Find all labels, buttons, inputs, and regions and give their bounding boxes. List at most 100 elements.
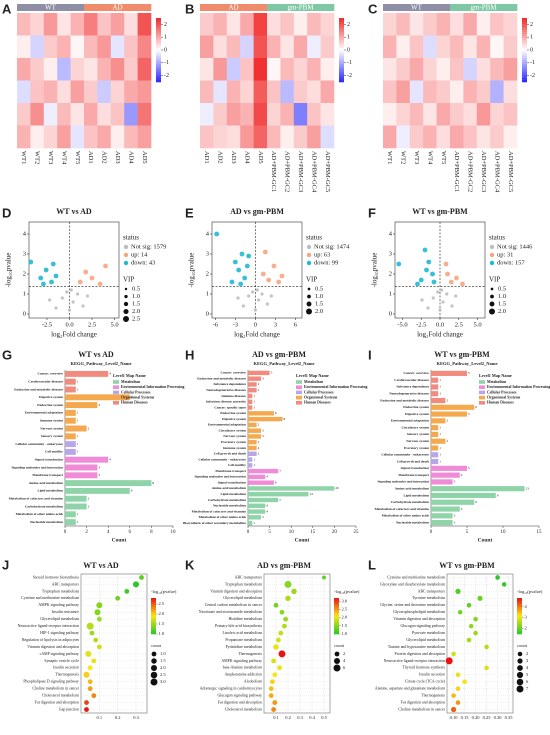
bar — [248, 451, 257, 456]
heatmap-cell — [84, 80, 98, 104]
group-bar — [396, 4, 411, 11]
colorbar-label: 3.0 — [342, 598, 348, 603]
dot — [455, 686, 461, 691]
point — [28, 259, 34, 265]
size-legend-label: 2 — [526, 651, 528, 656]
heatmap-cell — [17, 125, 31, 149]
dot — [277, 665, 283, 671]
bar — [65, 519, 76, 526]
size-legend-label: 2.5 — [132, 315, 140, 322]
y-axis-label: -log₁₀pvalue — [188, 253, 196, 288]
colorbar-label: 2.0 — [159, 611, 165, 616]
x-tick-label: 0.2 — [115, 715, 121, 720]
panel-subtitle: KEGG_Pathway_Level2_Name — [71, 361, 132, 366]
colorbar-step — [339, 56, 344, 59]
category-label: Tryptophan metabolism — [42, 589, 79, 593]
dot — [87, 679, 93, 685]
bar — [431, 472, 460, 478]
legend-swatch — [479, 395, 485, 400]
size-legend-mark — [123, 316, 129, 322]
heatmap-cell — [436, 103, 451, 126]
category-label: Amino acid metabolism — [29, 481, 63, 485]
x-tick-label: 0.30 — [494, 715, 503, 720]
value-label: 7 — [279, 469, 281, 473]
bar — [65, 425, 87, 432]
category-label: Endocrine system — [37, 403, 63, 407]
category-label: Digestive system — [222, 417, 246, 421]
legend-label: Human Diseases — [121, 401, 148, 405]
colorbar-step — [334, 598, 339, 600]
heatmap-cell — [70, 103, 85, 126]
legend-swatch — [123, 244, 129, 250]
point — [454, 275, 459, 281]
colorbar-step — [156, 40, 161, 43]
value-label: 1 — [253, 463, 255, 467]
x-tick-label: 0 — [430, 530, 433, 535]
category-label: Regulation of lipolysis in adipocytes — [22, 638, 80, 642]
heatmap-cell — [320, 125, 335, 149]
colorbar-step — [339, 58, 344, 61]
heatmap-cell — [320, 80, 335, 104]
bar — [65, 402, 98, 409]
colorbar-step — [517, 608, 522, 611]
colorbar-step — [151, 619, 156, 621]
heatmap-cell — [124, 103, 138, 126]
category-label: Citrate cycle (TCA cycle) — [405, 680, 446, 684]
value-label: 2 — [258, 440, 260, 444]
colorbar-step — [156, 54, 161, 57]
colorbar-step — [334, 611, 339, 614]
heatmap-cell — [110, 13, 125, 36]
category-label: Glycine, serine and threonine metabolism — [380, 603, 445, 608]
colorbar-step — [339, 64, 344, 67]
colorbar-step — [522, 52, 527, 55]
bar — [248, 382, 257, 387]
colorbar-step — [151, 629, 156, 632]
plot-frame — [446, 573, 514, 714]
point — [422, 247, 428, 253]
bar — [431, 465, 467, 471]
category-label: Choline metabolism in cancer — [398, 707, 445, 711]
legend-label: Cellular Processes — [304, 390, 334, 394]
x-tick-label: 5 — [466, 530, 469, 535]
heatmap-cell — [84, 103, 98, 126]
x-tick-label: 0.2 — [285, 715, 291, 720]
colorbar-step — [339, 34, 344, 37]
heatmap-cell — [253, 13, 268, 36]
bar — [248, 376, 261, 381]
value-label: 4 — [109, 457, 111, 461]
colorbar-step — [156, 62, 161, 65]
dot — [466, 602, 472, 608]
colorbar-step — [156, 26, 161, 29]
x-tick-label: -2.5 — [416, 321, 426, 328]
panel-letter: I — [368, 347, 372, 362]
category-label: Cysteine and methionine metabolism — [21, 596, 79, 600]
dot — [445, 657, 453, 665]
value-label: 3 — [262, 434, 264, 438]
size-legend-mark — [517, 651, 523, 657]
size-legend-title: VIP — [123, 276, 134, 284]
point — [460, 281, 465, 287]
group-bar — [476, 4, 491, 11]
legend-swatch — [489, 260, 495, 266]
heatmap-cell — [293, 125, 308, 149]
value-label: 1 — [77, 434, 79, 438]
colorbar-step — [339, 62, 344, 65]
size-legend-mark — [150, 678, 158, 686]
bar — [248, 492, 309, 497]
bar — [248, 416, 283, 422]
category-label: Sensory system — [407, 432, 429, 436]
heatmap-cell — [30, 125, 45, 149]
value-label: 3 — [98, 473, 100, 477]
heatmap-cell — [476, 80, 491, 104]
point — [260, 292, 264, 296]
category-label: Digestive system — [39, 395, 63, 399]
category-label: Vitamin digestion and absorption — [210, 589, 262, 593]
value-label: 1 — [253, 521, 255, 525]
x-tick-label: 5.0 — [110, 321, 118, 328]
bar — [65, 409, 76, 416]
point — [83, 269, 89, 275]
bar — [431, 377, 439, 383]
value-label: 5 — [468, 412, 470, 416]
heatmap-cell — [450, 80, 464, 104]
point — [271, 263, 277, 269]
